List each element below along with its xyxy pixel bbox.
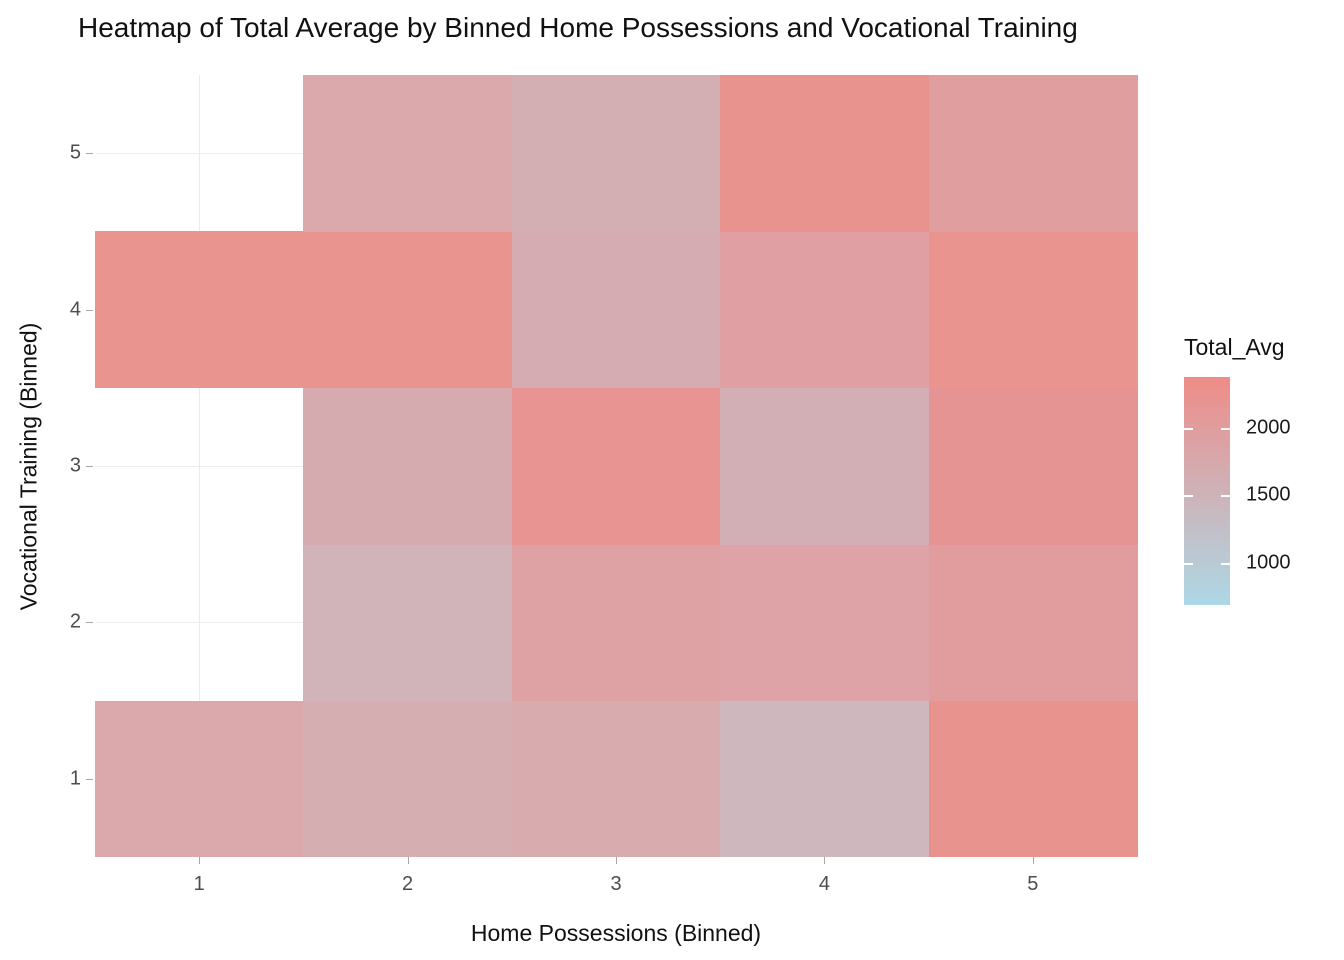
heatmap-cell — [303, 700, 513, 858]
legend-tick — [1184, 495, 1193, 498]
heatmap-cell — [95, 231, 304, 389]
y-tick-mark — [86, 778, 93, 780]
heatmap-panel: 1 2 3 4 5 1 2 3 4 5 — [70, 75, 1138, 895]
x-tick-mark — [407, 857, 409, 864]
heatmap-cell — [95, 700, 304, 858]
x-tick-mark — [1032, 857, 1034, 864]
legend: Total_Avg 2000 1500 1000 — [1184, 334, 1342, 605]
y-axis-title-wrap: Vocational Training (Binned) — [14, 75, 44, 857]
heatmap-cell — [928, 700, 1138, 858]
heatmap-cell — [928, 75, 1138, 232]
heatmap-cell — [303, 544, 513, 701]
heatmap-cell — [928, 544, 1138, 701]
heatmap-cell — [928, 387, 1138, 545]
legend-tick-label: 2000 — [1246, 416, 1291, 439]
legend-tick — [1184, 427, 1193, 430]
x-tick-label: 3 — [610, 873, 622, 895]
heatmap-cell — [303, 387, 513, 545]
x-tick-label: 4 — [818, 873, 830, 895]
legend-colorbar: 2000 1500 1000 — [1184, 377, 1291, 605]
x-tick-label: 1 — [193, 873, 205, 895]
heatmap-cell — [720, 700, 930, 858]
y-tick-mark — [86, 153, 93, 155]
heatmap-cell — [511, 700, 721, 858]
heatmap-cell — [511, 544, 721, 701]
x-axis-title: Home Possessions (Binned) — [470, 920, 762, 946]
legend-tick — [1184, 562, 1193, 565]
heatmap-cell — [720, 75, 930, 232]
y-axis-title: Vocational Training (Binned) — [15, 322, 42, 610]
legend-title: Total_Avg — [1184, 334, 1285, 360]
y-tick-label: 3 — [69, 454, 81, 477]
y-tick-mark — [86, 309, 93, 311]
chart-title: Heatmap of Total Average by Binned Home … — [78, 12, 1078, 43]
x-tick-mark — [824, 857, 826, 864]
x-tick-mark — [199, 857, 201, 864]
legend-tick-label: 1500 — [1246, 483, 1291, 506]
x-tick-label: 5 — [1027, 873, 1039, 895]
heatmap-cell — [720, 231, 930, 389]
legend-tick — [1221, 427, 1230, 430]
legend-tick — [1221, 495, 1230, 498]
x-tick-label: 2 — [402, 873, 414, 895]
y-tick-label: 5 — [69, 141, 81, 164]
legend-tick-label: 1000 — [1246, 551, 1291, 573]
y-tick-mark — [86, 622, 93, 624]
heatmap-cell — [511, 387, 721, 545]
heatmap-cell — [511, 75, 721, 232]
y-tick-mark — [86, 466, 93, 467]
y-tick-label: 1 — [69, 767, 81, 790]
y-tick-label: 2 — [69, 610, 81, 633]
heatmap-cell — [303, 231, 513, 389]
heatmap-cell — [511, 231, 721, 389]
heatmap-cell — [720, 387, 930, 545]
heatmap-cell — [303, 75, 513, 232]
x-tick-mark — [616, 857, 617, 864]
y-tick-label: 4 — [69, 298, 81, 321]
heatmap-cell — [928, 231, 1138, 389]
legend-tick — [1221, 562, 1230, 565]
heatmap-cell — [720, 544, 930, 701]
